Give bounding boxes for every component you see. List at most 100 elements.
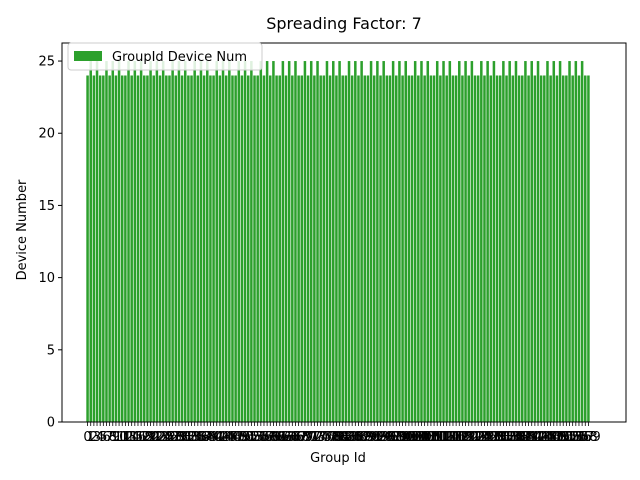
x-tick-label: 136: [504, 430, 529, 445]
bar: [224, 75, 228, 422]
x-tick-label: 142: [522, 430, 547, 445]
bar: [161, 61, 165, 423]
bar: [426, 61, 430, 423]
bar: [379, 75, 382, 422]
x-tick-label: 36: [193, 430, 210, 445]
x-tick-label: 26: [161, 430, 178, 445]
bar: [92, 75, 96, 422]
x-tick-label: 28: [168, 430, 185, 445]
x-tick-label: 152: [554, 430, 579, 445]
x-tick-label: 7: [105, 430, 113, 445]
bar: [218, 75, 222, 422]
bar: [587, 75, 590, 422]
bar: [221, 61, 225, 423]
x-tick-label: 120: [453, 430, 478, 445]
bar: [498, 75, 502, 422]
bar: [413, 61, 417, 423]
bar: [193, 61, 196, 423]
bar: [505, 75, 508, 422]
bar: [565, 75, 568, 422]
x-tick-label: 128: [478, 430, 503, 445]
x-tick-label: 47: [227, 430, 244, 445]
bar: [584, 75, 587, 422]
x-tick-label: 144: [529, 430, 554, 445]
bar: [473, 75, 477, 422]
x-tick-label: 159: [576, 430, 601, 445]
chart-title: Spreading Factor: 7: [266, 14, 422, 33]
x-tick-label: 32: [180, 430, 197, 445]
x-tick-label: 110: [422, 430, 447, 445]
bar: [139, 61, 143, 423]
x-tick-label: 76: [319, 430, 336, 445]
x-tick-label: 101: [393, 430, 418, 445]
bar: [480, 61, 483, 423]
x-tick-label: 9: [112, 430, 120, 445]
x-tick-label: 123: [463, 430, 488, 445]
bar: [275, 75, 278, 422]
bar: [388, 75, 392, 422]
bar: [171, 61, 174, 423]
bar: [464, 61, 467, 423]
bar: [278, 75, 281, 422]
x-tick-label: 147: [538, 430, 563, 445]
x-tick-label: 116: [441, 430, 466, 445]
x-tick-label: 43: [215, 430, 232, 445]
x-tick-label: 37: [196, 430, 213, 445]
x-tick-label: 71: [303, 430, 320, 445]
x-tick-label: 50: [237, 430, 254, 445]
legend-swatch: [74, 51, 102, 61]
x-tick-label: 27: [164, 430, 181, 445]
bar: [281, 61, 285, 423]
bar: [555, 75, 559, 422]
x-axis-label: Group Id: [310, 451, 366, 466]
x-tick-label: 15: [127, 430, 144, 445]
bar: [451, 75, 455, 422]
bar: [524, 61, 527, 423]
x-tick-label: 141: [519, 430, 544, 445]
x-tick-label: 8: [109, 430, 117, 445]
bar: [372, 75, 376, 422]
bar: [114, 75, 118, 422]
bar: [360, 61, 363, 423]
x-tick-label: 75: [316, 430, 333, 445]
bar: [495, 75, 499, 422]
x-tick-label: 31: [177, 430, 194, 445]
y-axis-label: Device Number: [15, 179, 30, 280]
x-tick-label: 146: [535, 430, 560, 445]
x-tick-label: 84: [344, 430, 361, 445]
x-tick-label: 94: [375, 430, 392, 445]
x-tick-label: 70: [300, 430, 317, 445]
x-tick-label: 77: [322, 430, 339, 445]
bar: [105, 61, 108, 423]
x-tick-label: 22: [149, 430, 166, 445]
x-tick-label: 55: [253, 430, 270, 445]
x-tick-label: 53: [246, 430, 263, 445]
bar: [439, 75, 442, 422]
x-tick-label: 3: [93, 430, 101, 445]
x-tick-label: 38: [199, 430, 216, 445]
bar: [404, 61, 407, 423]
bar: [143, 75, 146, 422]
bar: [514, 61, 518, 423]
bar: [363, 75, 367, 422]
y-axis: 0 5 10 15 20 25: [38, 55, 62, 431]
bar: [98, 75, 102, 422]
x-tick-label: 103: [400, 430, 425, 445]
bar: [297, 75, 300, 422]
plot-frame: [61, 42, 627, 423]
bar: [536, 61, 540, 423]
bar: [407, 75, 411, 422]
x-tick-label: 135: [500, 430, 525, 445]
bar: [483, 75, 486, 422]
x-tick-label: 52: [243, 430, 260, 445]
x-tick-label: 140: [516, 430, 541, 445]
x-tick-label: 97: [385, 430, 402, 445]
x-tick-label: 5: [99, 430, 107, 445]
bar: [502, 61, 505, 423]
x-tick-label: 148: [541, 430, 566, 445]
bar: [423, 75, 426, 422]
bar: [202, 75, 206, 422]
x-tick-label: 129: [482, 430, 507, 445]
bar: [470, 61, 474, 423]
